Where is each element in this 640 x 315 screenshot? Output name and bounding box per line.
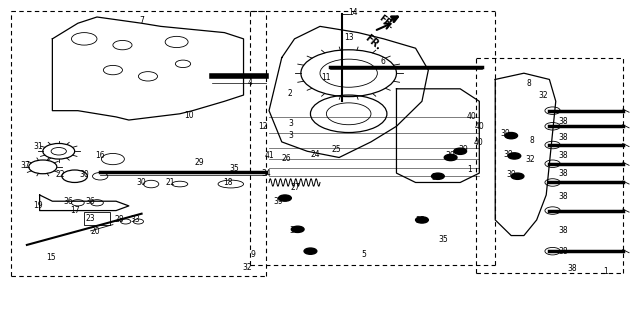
- Text: 39: 39: [500, 129, 509, 138]
- Text: 22: 22: [56, 170, 65, 179]
- Text: FR.: FR.: [364, 33, 383, 52]
- Circle shape: [278, 195, 291, 201]
- Text: 38: 38: [559, 151, 568, 159]
- Text: 1: 1: [467, 165, 472, 175]
- Text: 28: 28: [115, 215, 124, 225]
- Text: 38: 38: [559, 133, 568, 142]
- Text: 40: 40: [467, 112, 477, 121]
- Text: 29: 29: [194, 158, 204, 167]
- Text: 17: 17: [70, 206, 79, 215]
- Text: 32: 32: [538, 90, 548, 100]
- Text: 14: 14: [348, 8, 358, 17]
- Text: 35: 35: [229, 164, 239, 173]
- Circle shape: [291, 226, 304, 232]
- Text: 40: 40: [474, 123, 484, 131]
- Circle shape: [431, 173, 444, 179]
- Text: 23: 23: [86, 214, 95, 223]
- Text: 18: 18: [223, 178, 232, 187]
- Text: 39: 39: [290, 226, 300, 235]
- Text: 41: 41: [264, 151, 274, 159]
- Text: 2: 2: [287, 89, 292, 98]
- Text: 39: 39: [274, 197, 284, 206]
- Text: 10: 10: [184, 111, 194, 120]
- Text: 4: 4: [248, 78, 252, 87]
- Text: 36: 36: [63, 197, 73, 206]
- Text: 16: 16: [95, 152, 105, 160]
- Text: 34: 34: [261, 169, 271, 178]
- Text: 7: 7: [139, 16, 144, 25]
- Text: 38: 38: [559, 247, 568, 256]
- Text: 37: 37: [20, 161, 31, 170]
- Text: 38: 38: [559, 226, 568, 235]
- Text: 8: 8: [529, 136, 534, 145]
- Text: 5: 5: [361, 250, 366, 260]
- Text: 25: 25: [331, 145, 340, 154]
- Circle shape: [415, 217, 428, 223]
- Text: 39: 39: [506, 170, 516, 179]
- Text: 6: 6: [380, 57, 385, 66]
- Text: FR.: FR.: [378, 14, 396, 31]
- Text: 3: 3: [289, 119, 294, 128]
- Text: 31: 31: [33, 142, 43, 151]
- Text: 30: 30: [137, 178, 147, 187]
- Text: 30: 30: [79, 170, 89, 179]
- Text: 39: 39: [458, 145, 468, 154]
- Text: 3: 3: [289, 131, 294, 140]
- Text: 12: 12: [258, 122, 268, 131]
- Text: 39: 39: [445, 152, 456, 160]
- Text: 8: 8: [527, 79, 531, 88]
- Circle shape: [505, 133, 518, 139]
- Text: 32: 32: [242, 263, 252, 272]
- Bar: [84, 212, 109, 225]
- Text: 38: 38: [559, 117, 568, 126]
- Text: 11: 11: [322, 73, 331, 83]
- Circle shape: [511, 173, 524, 179]
- Text: 1: 1: [603, 267, 608, 276]
- Text: 15: 15: [46, 253, 56, 262]
- Text: 24: 24: [310, 150, 320, 159]
- Text: 20: 20: [91, 227, 100, 236]
- Circle shape: [304, 248, 317, 254]
- Text: 39: 39: [416, 216, 426, 225]
- Text: 32: 32: [525, 155, 535, 163]
- Text: 19: 19: [33, 201, 43, 210]
- Text: 21: 21: [166, 178, 175, 187]
- Text: 39: 39: [503, 150, 513, 159]
- Text: 38: 38: [559, 169, 568, 178]
- Text: 26: 26: [282, 154, 291, 163]
- Circle shape: [508, 153, 521, 159]
- Text: 13: 13: [344, 33, 353, 42]
- Text: 33: 33: [131, 215, 140, 225]
- Text: 36: 36: [86, 197, 95, 206]
- Circle shape: [454, 148, 467, 154]
- Circle shape: [444, 154, 457, 161]
- Text: 35: 35: [438, 235, 448, 244]
- Text: 27: 27: [291, 183, 301, 192]
- Text: 38: 38: [568, 265, 577, 273]
- Text: 38: 38: [559, 192, 568, 201]
- Text: 9: 9: [251, 250, 255, 259]
- Text: 40: 40: [473, 138, 483, 147]
- Text: 39: 39: [431, 173, 441, 182]
